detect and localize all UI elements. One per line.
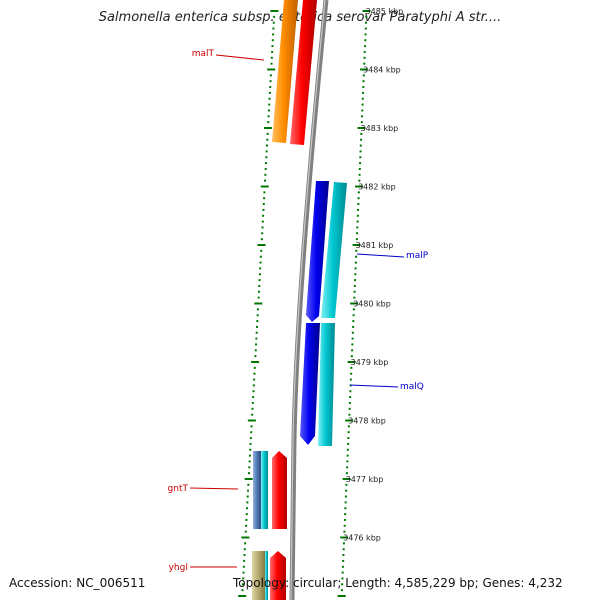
tick-label: 3482 kbp — [358, 183, 396, 192]
tick-label: 3478 kbp — [348, 417, 386, 426]
yhgI-label[interactable]: yhgI — [169, 563, 188, 573]
malT-gene-bar[interactable] — [290, 0, 317, 145]
tick-label: 3484 kbp — [363, 66, 401, 75]
gene-gntT[interactable] — [253, 451, 287, 529]
gene-labels: malT malP malQ gntT yhgI — [168, 49, 429, 573]
tick-label: 3481 kbp — [356, 241, 394, 250]
malP-cds-bar[interactable] — [321, 182, 347, 318]
gntT-cds-bar[interactable] — [261, 451, 268, 529]
yhgI-gene-bar[interactable] — [270, 551, 286, 600]
backbone — [289, 0, 329, 600]
gene-malT[interactable] — [272, 0, 317, 145]
malP-leader — [356, 253, 405, 258]
gntT-misc-bar[interactable] — [253, 451, 261, 529]
tick-label: 3477 kbp — [346, 475, 384, 484]
backbone-highlight — [290, 0, 326, 600]
tick-label: 3483 kbp — [361, 124, 399, 133]
gene-yhgI[interactable] — [252, 551, 286, 600]
malQ-cds-bar[interactable] — [318, 323, 335, 446]
malP-label[interactable]: malP — [406, 251, 429, 261]
yhgI-other-bar[interactable] — [252, 551, 265, 600]
tick-labels: 3485 kbp 3484 kbp 3483 kbp 3482 kbp 3481 kbp… — [343, 7, 403, 543]
malP-gene-bar[interactable] — [306, 181, 329, 322]
gntT-label[interactable]: gntT — [168, 484, 189, 494]
tick-label: 3476 kbp — [343, 534, 381, 543]
malT-label[interactable]: malT — [192, 49, 215, 59]
gene-malP[interactable] — [306, 181, 347, 322]
malQ-label[interactable]: malQ — [400, 382, 424, 392]
tick-marks — [238, 10, 371, 597]
gntT-gene-bar[interactable] — [272, 451, 287, 529]
genome-summary-text: Topology: circular; Length: 4,585,229 bp… — [233, 576, 563, 590]
tick-label: 3480 kbp — [353, 300, 391, 309]
map-title: Salmonella enterica subsp. enterica sero… — [98, 10, 502, 25]
yhgI-cds-bar[interactable] — [265, 551, 268, 600]
malT-cds-bar[interactable] — [272, 0, 298, 143]
tick-label: 3479 kbp — [351, 358, 389, 367]
gene-malQ[interactable] — [300, 323, 335, 446]
malT-leader — [215, 54, 265, 61]
accession-text: Accession: NC_006511 — [9, 576, 146, 590]
malQ-gene-bar[interactable] — [300, 323, 320, 445]
gntT-leader — [189, 487, 239, 490]
malQ-leader — [349, 384, 399, 388]
tick-label: 3485 kbp — [366, 7, 404, 16]
